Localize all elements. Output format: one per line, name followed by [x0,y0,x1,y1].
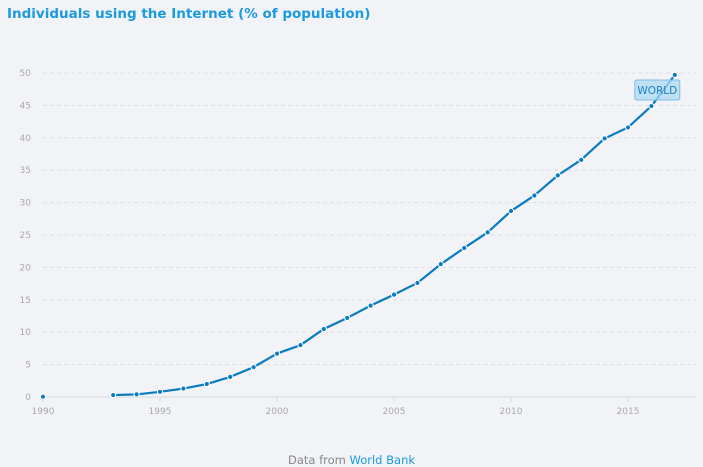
y-tick-label: 50 [20,69,32,79]
data-point [203,380,210,388]
series-label-box [634,79,681,101]
data-point [39,393,47,400]
x-tick-label: 1990 [32,407,55,417]
y-tick-label: 45 [20,101,31,111]
data-point [624,124,632,131]
data-point [227,373,234,381]
y-tick-label: 0 [25,393,31,403]
data-point [320,325,327,333]
series-label-text: WORLD [637,85,677,97]
data-point [554,172,561,179]
series-label: WORLD [634,79,681,101]
data-point [461,244,468,252]
data-point [578,156,585,163]
data-point [531,192,538,199]
x-tick-label: 2005 [383,407,406,417]
data-point [437,261,444,268]
data-point [648,102,655,110]
data-point [414,279,421,287]
y-tick-label: 15 [20,296,31,306]
data-point [390,291,398,298]
data-point [273,350,281,357]
data-point [133,391,140,398]
data-point [344,314,351,322]
y-tick-label: 35 [20,166,31,176]
y-tick-label: 20 [20,263,32,273]
x-tick-label: 2000 [266,407,289,417]
y-tick-label: 10 [20,328,32,338]
x-tick-label: 2015 [617,407,640,417]
footer: Data from World Bank [0,453,703,467]
data-point [367,302,374,309]
data-point [601,135,608,142]
x-tick-label: 1995 [149,407,172,417]
data-point [250,364,257,371]
data-point [180,385,187,392]
data-point [156,388,164,395]
chart-title: Individuals using the Internet (% of pop… [7,6,371,22]
data-point [671,71,678,79]
y-tick-label: 5 [25,361,31,371]
data-point [484,229,491,236]
y-tick-label: 25 [20,231,31,241]
x-tick-label: 2010 [500,407,523,417]
source-link[interactable]: World Bank [349,453,416,467]
data-point [297,342,304,349]
data-point [110,391,117,399]
footer-prefix: Data from [287,453,346,467]
y-tick-label: 30 [20,199,32,209]
y-tick-label: 40 [20,134,32,144]
data-point [507,207,515,215]
